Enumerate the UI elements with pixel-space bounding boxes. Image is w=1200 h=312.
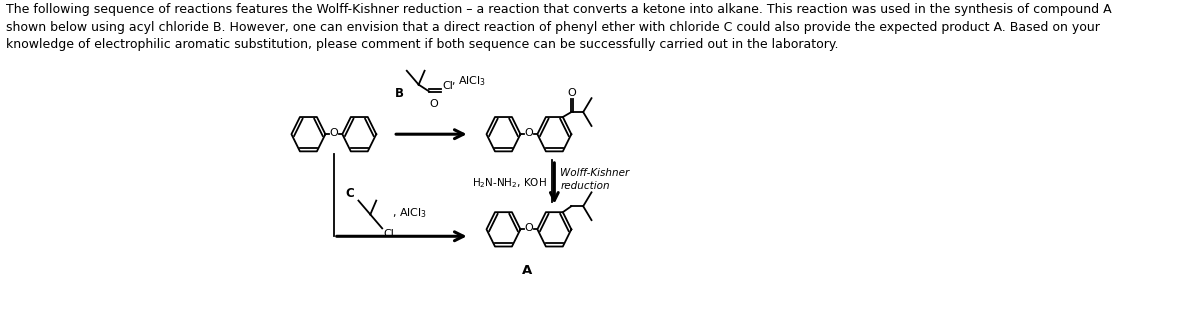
Text: O: O bbox=[330, 128, 338, 138]
Text: Cl: Cl bbox=[442, 80, 452, 90]
Text: C: C bbox=[346, 187, 354, 200]
Text: The following sequence of reactions features the Wolff-Kishner reduction – a rea: The following sequence of reactions feat… bbox=[6, 3, 1111, 51]
Text: O: O bbox=[568, 88, 576, 98]
Text: , AlCl$_3$: , AlCl$_3$ bbox=[451, 74, 486, 88]
Text: O: O bbox=[524, 223, 533, 233]
Text: H$_2$N-NH$_2$, KOH: H$_2$N-NH$_2$, KOH bbox=[472, 176, 547, 190]
Text: Cl: Cl bbox=[383, 229, 394, 239]
Text: Wolff-Kishner
reduction: Wolff-Kishner reduction bbox=[560, 168, 630, 191]
Text: O: O bbox=[430, 99, 438, 109]
Text: B: B bbox=[395, 87, 403, 100]
Text: , AlCl$_3$: , AlCl$_3$ bbox=[392, 207, 427, 220]
Text: A: A bbox=[522, 264, 533, 277]
Text: O: O bbox=[524, 128, 533, 138]
